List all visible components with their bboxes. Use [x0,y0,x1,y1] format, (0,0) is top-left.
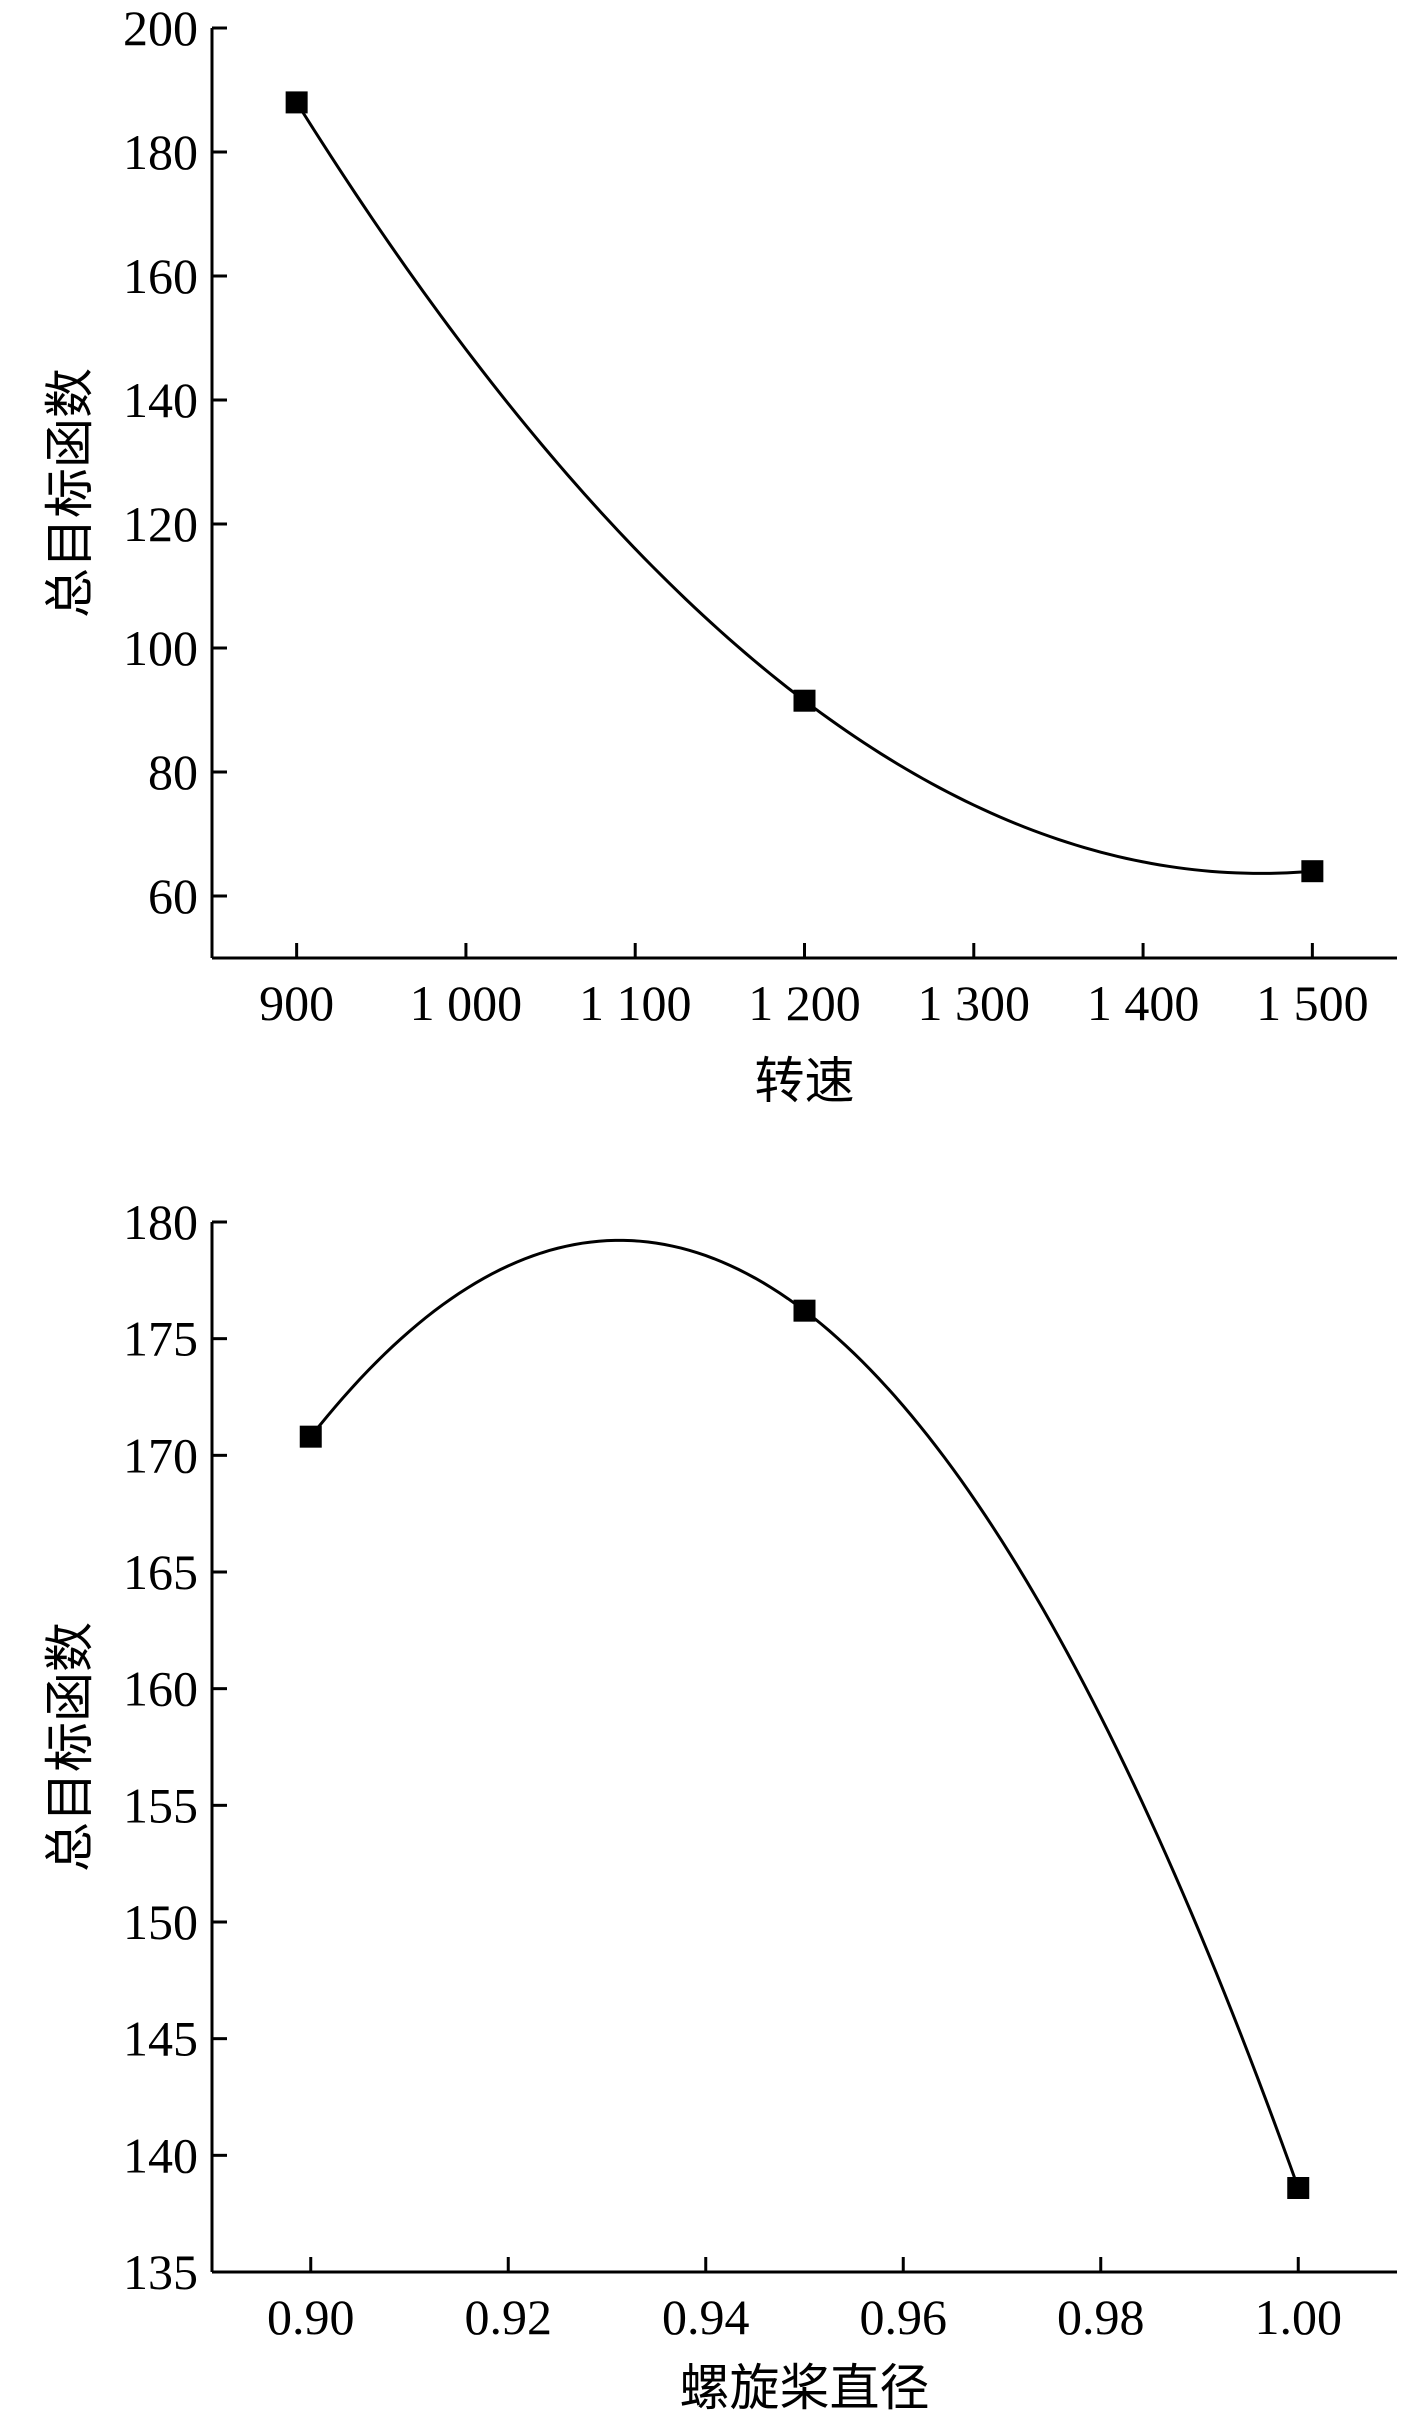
y-tick-label: 60 [148,868,198,924]
chart-rotation-speed: 60 80 100 120 140 160 180 200 900 1 000 1 100 1 200… [41,0,1397,1110]
y-tick-label: 100 [123,620,198,676]
y-tick-label: 140 [123,2127,198,2183]
x-tick-label: 1 000 [410,975,523,1031]
y-tick-label: 150 [123,1894,198,1950]
data-point [793,1299,816,1322]
series-line [295,101,1313,875]
x-tick-label: 0.98 [1057,2289,1145,2345]
y-axis-title: 总目标函数 [41,368,99,618]
data-point [793,689,816,712]
y-axis-title: 总目标函数 [41,1622,99,1872]
y-tick-label: 165 [123,1544,198,1600]
y-tick-label: 200 [123,0,198,56]
x-axis-title: 转速 [755,1052,855,1110]
y-tick-label: 175 [123,1311,198,1367]
x-tick-label: 1.00 [1255,2289,1343,2345]
y-tick-label: 80 [148,744,198,800]
x-tick-label: 0.96 [860,2289,948,2345]
data-point [299,1425,322,1448]
x-tick-label: 1 500 [1256,975,1369,1031]
x-tick-label: 0.90 [267,2289,355,2345]
x-axis-title: 螺旋桨直径 [680,2359,930,2417]
y-tick-label: 155 [123,1777,198,1833]
y-tick-label: 160 [123,248,198,304]
x-tick-label: 0.92 [465,2289,553,2345]
y-tick-label: 145 [123,2011,198,2067]
data-point [1287,2177,1310,2199]
y-tick-label: 160 [123,1661,198,1717]
series-line [309,1238,1300,2189]
x-tick-label: 1 200 [748,975,861,1031]
y-tick-label: 120 [123,496,198,552]
data-point [285,91,308,114]
x-tick-label: 900 [259,975,334,1031]
data-point [1301,860,1324,883]
y-tick-label: 180 [123,1194,198,1250]
chart-propeller-diameter: 135 140 145 150 155 160 165 170 175 180 0.90 0.92 0.… [41,1194,1397,2417]
y-tick-label: 135 [123,2244,198,2300]
y-tick-label: 170 [123,1427,198,1483]
y-tick-label: 140 [123,372,198,428]
x-tick-label: 1 400 [1087,975,1200,1031]
x-tick-label: 0.94 [662,2289,750,2345]
y-tick-label: 180 [123,124,198,180]
x-tick-label: 1 100 [579,975,692,1031]
x-tick-label: 1 300 [918,975,1031,1031]
